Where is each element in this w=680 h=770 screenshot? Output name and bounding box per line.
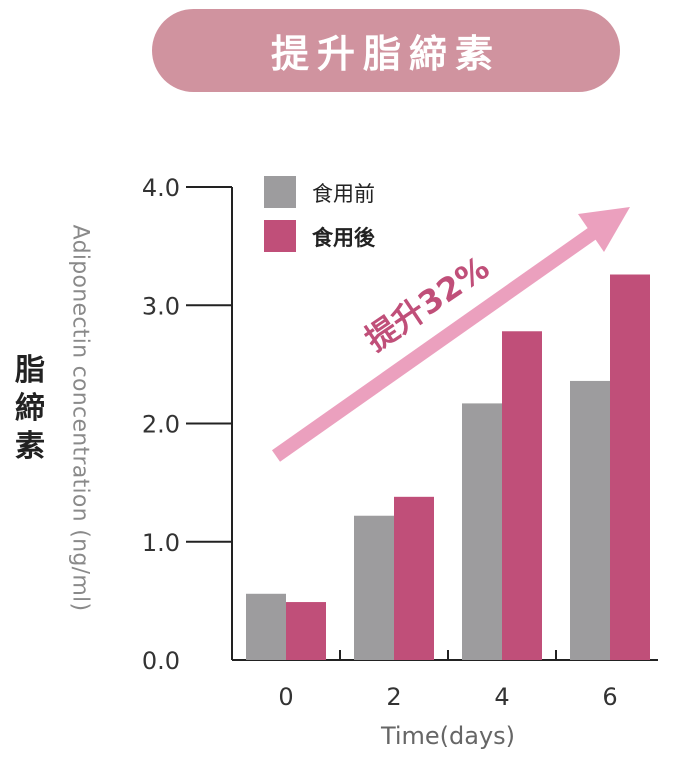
x-tick-label: 2 xyxy=(386,683,401,711)
bar-before-4 xyxy=(462,403,502,660)
growth-arrow-shaft xyxy=(271,222,605,462)
legend-swatch-0 xyxy=(264,176,296,208)
y-tick-label: 3.0 xyxy=(142,292,180,320)
bar-before-0 xyxy=(246,593,286,660)
x-tick-label: 0 xyxy=(278,683,293,711)
legend-label-1: 食用後 xyxy=(312,226,376,250)
bar-after-6 xyxy=(610,274,650,660)
bar-after-4 xyxy=(502,331,542,660)
bar-after-2 xyxy=(394,496,434,660)
bar-after-0 xyxy=(286,602,326,660)
bar-before-2 xyxy=(354,515,394,660)
y-tick-label: 4.0 xyxy=(142,174,180,202)
x-tick-label: 6 xyxy=(602,683,617,711)
y-tick-label: 2.0 xyxy=(142,411,180,439)
page-title: 提升脂締素 xyxy=(270,32,501,76)
legend-label-0: 食用前 xyxy=(312,182,375,206)
growth-arrow-head xyxy=(578,207,630,252)
y-tick-label: 0.0 xyxy=(142,647,180,675)
x-tick-label: 4 xyxy=(494,683,509,711)
y-ticks: 0.0 1.0 2.0 3.0 4.0 xyxy=(142,174,232,675)
x-tick-labels: 0 2 4 6 Time(days) xyxy=(278,683,617,750)
x-axis-label: Time(days) xyxy=(380,722,515,750)
bars xyxy=(246,274,650,660)
title-badge: 提升脂締素 xyxy=(152,9,620,92)
legend-swatch-1 xyxy=(264,220,296,252)
y-tick-label: 1.0 xyxy=(142,529,180,557)
bar-before-6 xyxy=(570,380,610,660)
side-label: 脂締素 xyxy=(15,353,45,464)
